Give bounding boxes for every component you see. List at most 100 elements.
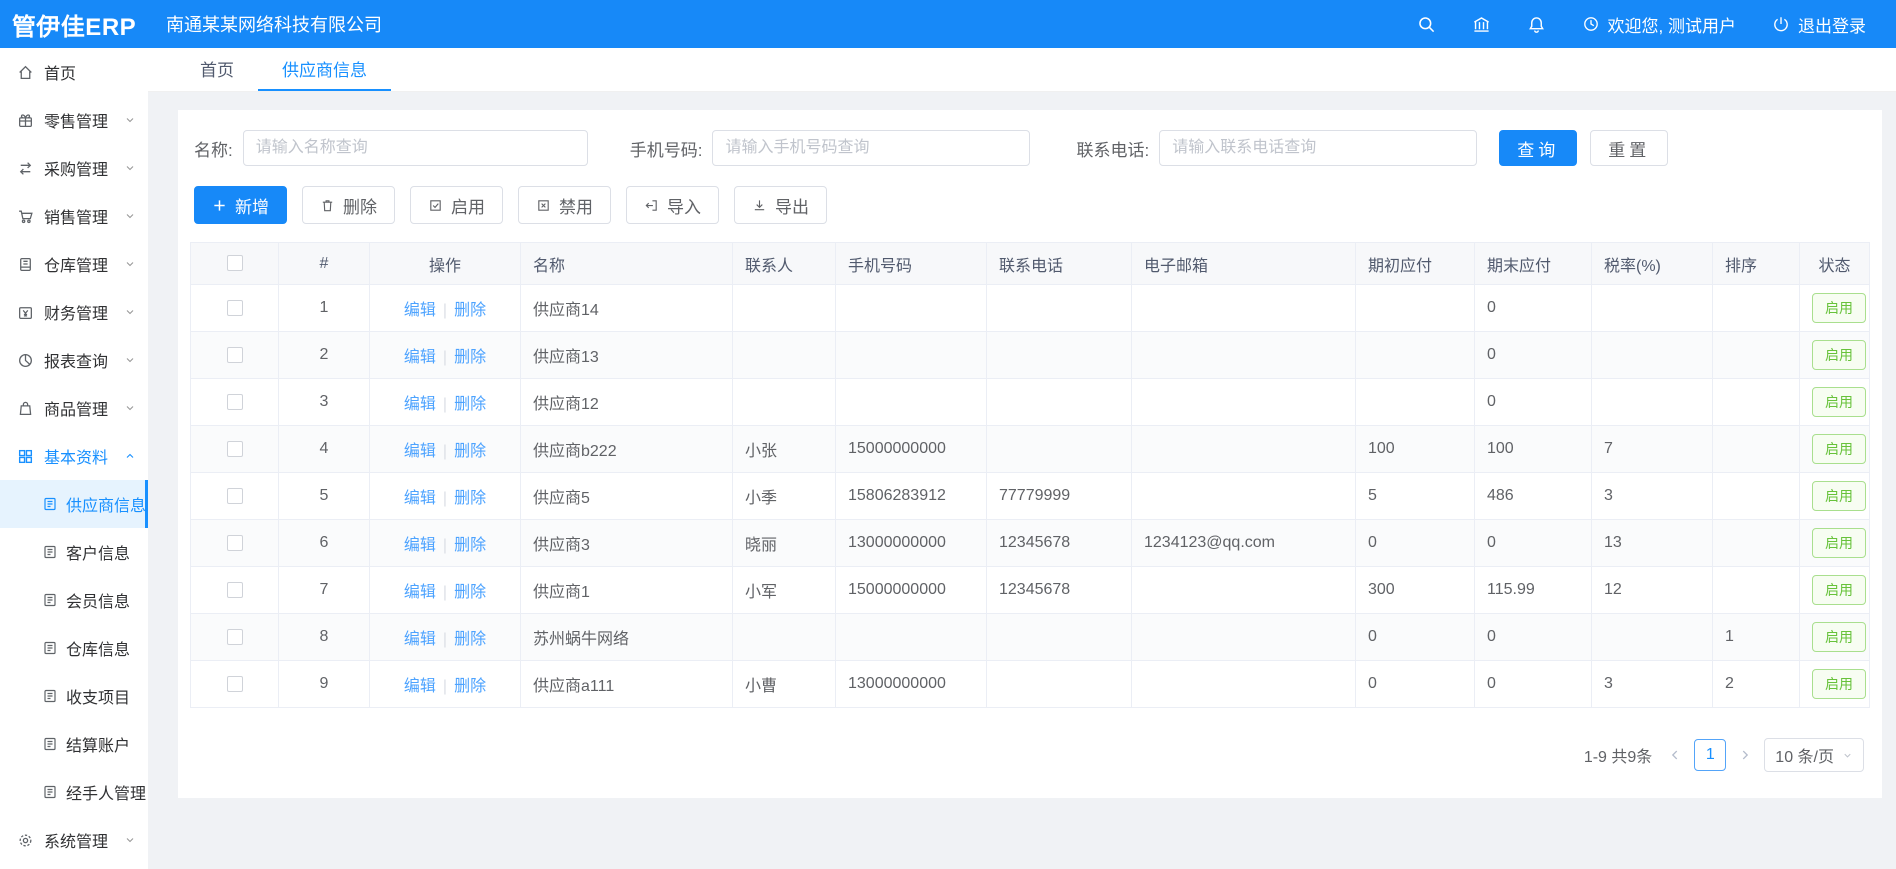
welcome-user[interactable]: 欢迎您, 测试用户 (1582, 12, 1736, 37)
sidebar-item-retail[interactable]: 零售管理 (0, 96, 148, 144)
link-separator: | (442, 396, 448, 413)
row-checkbox[interactable] (226, 534, 243, 551)
disable-button[interactable]: 禁用 (518, 186, 611, 224)
link-separator: | (442, 302, 448, 319)
edit-link[interactable]: 编辑 (403, 396, 436, 413)
row-checkbox[interactable] (226, 675, 243, 692)
status-badge[interactable]: 启用 (1812, 293, 1866, 323)
status-badge[interactable]: 启用 (1812, 528, 1866, 558)
table-row: 2 编辑 | 删除 供应商13 0 启用 (190, 331, 1870, 379)
sidebar-item-supplier-info[interactable]: 供应商信息 (0, 480, 148, 528)
logout-button[interactable]: 退出登录 (1772, 12, 1866, 37)
tel-label: 联系电话: (1076, 140, 1150, 160)
row-delete-link[interactable]: 删除 (454, 396, 487, 413)
sidebar-item-warehouse[interactable]: 仓库管理 (0, 240, 148, 288)
sidebar-item-warehouse-info[interactable]: 仓库信息 (0, 624, 148, 672)
row-delete-link[interactable]: 删除 (454, 349, 487, 366)
status-badge[interactable]: 启用 (1812, 669, 1866, 699)
sidebar-item-settlement-account[interactable]: 结算账户 (0, 720, 148, 768)
sidebar-item-income-expense[interactable]: 收支项目 (0, 672, 148, 720)
row-checkbox[interactable] (226, 487, 243, 504)
row-checkbox[interactable] (226, 299, 243, 316)
row-checkbox[interactable] (226, 346, 243, 363)
sidebar-item-handler-management[interactable]: 经手人管理 (0, 768, 148, 816)
cell-opening-payable: 300 (1355, 566, 1475, 614)
cell-mobile: 13000000000 (835, 660, 987, 708)
export-button[interactable]: 导出 (734, 186, 827, 224)
edit-link[interactable]: 编辑 (403, 584, 436, 601)
reset-button[interactable]: 重置 (1590, 130, 1669, 166)
row-delete-link[interactable]: 删除 (454, 537, 487, 554)
row-delete-link[interactable]: 删除 (454, 490, 487, 507)
edit-link[interactable]: 编辑 (403, 631, 436, 648)
col-mobile: 手机号码 (835, 242, 987, 285)
status-badge[interactable]: 启用 (1812, 622, 1866, 652)
edit-link[interactable]: 编辑 (403, 302, 436, 319)
edit-link[interactable]: 编辑 (403, 490, 436, 507)
delete-button[interactable]: 删除 (302, 186, 395, 224)
page-number-button[interactable]: 1 (1694, 739, 1727, 771)
sidebar-item-finance[interactable]: 财务管理 (0, 288, 148, 336)
row-checkbox[interactable] (226, 440, 243, 457)
row-checkbox[interactable] (226, 628, 243, 645)
sidebar-item-system[interactable]: 系统管理 (0, 816, 148, 864)
cell-tel: 12345678 (986, 566, 1132, 614)
row-delete-link[interactable]: 删除 (454, 678, 487, 695)
edit-link[interactable]: 编辑 (403, 349, 436, 366)
row-checkbox[interactable] (226, 581, 243, 598)
row-delete-link[interactable]: 删除 (454, 584, 487, 601)
edit-link[interactable]: 编辑 (403, 537, 436, 554)
search-icon[interactable] (1417, 15, 1436, 34)
cell-mobile: 15806283912 (835, 472, 987, 520)
enable-button[interactable]: 启用 (410, 186, 503, 224)
cell-mobile (835, 331, 987, 379)
cell-index: 8 (278, 613, 370, 661)
phone-search-input[interactable] (712, 130, 1031, 166)
add-button[interactable]: 新增 (194, 186, 287, 224)
sidebar-item-basic-data[interactable]: 基本资料 (0, 432, 148, 480)
sidebar-item-purchase[interactable]: 采购管理 (0, 144, 148, 192)
tel-search-input[interactable] (1159, 130, 1478, 166)
prev-page-icon[interactable] (1668, 748, 1682, 762)
cell-actions: 编辑 | 删除 (369, 613, 521, 661)
sidebar-item-sales[interactable]: 销售管理 (0, 192, 148, 240)
bell-icon[interactable] (1527, 15, 1546, 34)
document-icon (42, 592, 58, 608)
status-badge[interactable]: 启用 (1812, 575, 1866, 605)
sidebar-item-customer-info[interactable]: 客户信息 (0, 528, 148, 576)
next-page-icon[interactable] (1738, 748, 1752, 762)
select-all-checkbox[interactable] (226, 255, 243, 272)
cell-index: 9 (278, 660, 370, 708)
document-icon (42, 784, 58, 800)
cell-opening-payable: 100 (1355, 425, 1475, 473)
status-badge[interactable]: 启用 (1812, 481, 1866, 511)
row-delete-link[interactable]: 删除 (454, 302, 487, 319)
x-square-icon (538, 199, 549, 211)
row-checkbox[interactable] (226, 393, 243, 410)
bank-icon[interactable] (1472, 15, 1491, 34)
status-badge[interactable]: 启用 (1812, 340, 1866, 370)
row-delete-link[interactable]: 删除 (454, 631, 487, 648)
edit-link[interactable]: 编辑 (403, 678, 436, 695)
page-size-select[interactable]: 10 条/页 (1764, 738, 1864, 772)
edit-link[interactable]: 编辑 (403, 443, 436, 460)
name-search-input[interactable] (242, 130, 588, 166)
cell-tel: 77779999 (986, 472, 1132, 520)
tab-home[interactable]: 首页 (200, 61, 234, 80)
clock-icon (1583, 17, 1598, 31)
cell-tel (986, 378, 1132, 426)
sidebar-item-goods[interactable]: 商品管理 (0, 384, 148, 432)
sidebar-item-home[interactable]: 首页 (0, 48, 148, 96)
chevron-up-icon (124, 450, 136, 462)
cell-mobile (835, 378, 987, 426)
cell-opening-payable: 0 (1355, 660, 1475, 708)
import-button[interactable]: 导入 (626, 186, 719, 224)
status-badge[interactable]: 启用 (1812, 434, 1866, 464)
sidebar-item-member-info[interactable]: 会员信息 (0, 576, 148, 624)
tab-supplier-info[interactable]: 供应商信息 (258, 48, 391, 91)
row-delete-link[interactable]: 删除 (454, 443, 487, 460)
query-button[interactable]: 查询 (1499, 130, 1578, 166)
sidebar-item-reports[interactable]: 报表查询 (0, 336, 148, 384)
status-badge[interactable]: 启用 (1812, 387, 1866, 417)
logout-text: 退出登录 (1798, 16, 1866, 36)
